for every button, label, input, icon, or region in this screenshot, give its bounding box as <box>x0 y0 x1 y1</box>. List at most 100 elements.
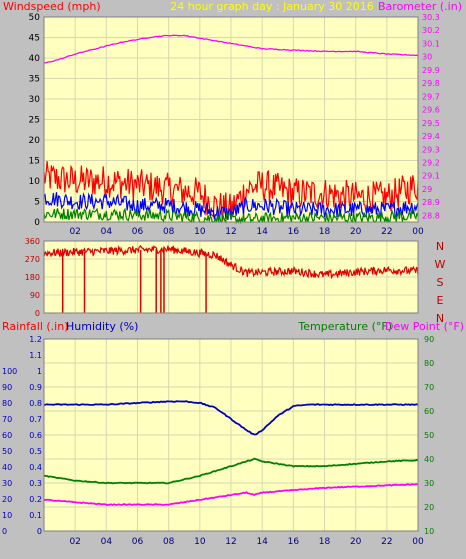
windspeed-axis-title: Windspeed (mph) <box>3 0 101 13</box>
x-tick-label: 16 <box>288 227 300 237</box>
temperature-axis-title: Temperature (°F) <box>297 320 392 333</box>
compass-label: S <box>437 276 444 289</box>
temperature-tick-label: 50 <box>424 431 434 440</box>
x-tick-label: 22 <box>381 227 392 237</box>
x-tick-label: 14 <box>256 537 268 547</box>
temperature-tick-label: 10 <box>424 527 434 536</box>
windspeed-tick-label: 40 <box>29 54 41 64</box>
x-tick-label: 22 <box>381 537 392 547</box>
barometer-axis-title: Barometer (.in) <box>378 0 462 13</box>
humidity-tick-label: 40 <box>2 463 12 472</box>
humidity-tick-label: 50 <box>2 447 12 456</box>
barometer-tick-label: 29.6 <box>422 106 440 115</box>
humidity-tick-label: 60 <box>2 431 12 440</box>
compass-label: N <box>436 312 444 325</box>
series-windspeed-avg <box>43 192 419 220</box>
direction-degree-label: 270 <box>25 255 40 264</box>
series-dew-point-f <box>43 483 418 506</box>
dewpoint-axis-title: Dew Point (°F) <box>385 320 464 333</box>
windspeed-tick-label: 0 <box>34 218 40 228</box>
wind-time-tick-labels: 02 04 06 08 10 12 14 16 18 20 22 00 <box>69 227 424 237</box>
rainfall-axis-title: Rainfall (.in) <box>2 320 69 333</box>
temp-humidity-series <box>43 400 419 506</box>
rainfall-tick-label: 0.5 <box>29 447 42 456</box>
x-tick-label: 10 <box>194 227 206 237</box>
temp-humidity-frame <box>43 338 419 532</box>
barometer-tick-label: 29.8 <box>422 79 440 88</box>
rainfall-tick-label: 0 <box>37 527 42 536</box>
rainfall-tick-label: 1.1 <box>29 351 42 360</box>
rainfall-tick-label: 0.2 <box>29 495 42 504</box>
windspeed-tick-label: 30 <box>29 95 41 105</box>
barometer-tick-label: 30.2 <box>422 26 440 35</box>
windspeed-tick-label: 20 <box>29 136 41 146</box>
compass-label: N <box>436 240 444 253</box>
rainfall-tick-label: 0.8 <box>29 399 42 408</box>
wind-direction-series <box>43 244 419 313</box>
humidity-tick-label: 10 <box>2 511 12 520</box>
humidity-tick-label: 70 <box>2 415 12 424</box>
x-tick-label: 14 <box>256 227 268 237</box>
direction-degree-label: 90 <box>30 291 40 300</box>
humidity-tick-labels: 0 10 20 30 40 50 60 70 80 90 100 <box>2 367 17 536</box>
windspeed-tick-label: 50 <box>29 13 41 23</box>
temp-humidity-panel: 0 0.1 0.2 0.3 0.4 0.5 0.6 0.7 0.8 0.9 1 1.1 1.2 0 10 2… <box>2 335 434 547</box>
x-tick-label: 18 <box>319 227 331 237</box>
barometer-tick-label: 29.2 <box>422 158 440 167</box>
rainfall-tick-label: 0.4 <box>29 463 42 472</box>
direction-degree-label: 0 <box>35 309 40 318</box>
humidity-tick-label: 100 <box>2 367 17 376</box>
graph-title: 24 hour graph day : January 30 2016 <box>170 0 374 13</box>
barometer-tick-label: 29.5 <box>422 119 440 128</box>
series-humidity <box>43 400 419 436</box>
rainfall-tick-label: 1 <box>37 367 42 376</box>
rainfall-tick-label: 0.9 <box>29 383 42 392</box>
x-tick-label: 12 <box>225 227 236 237</box>
windspeed-tick-label: 45 <box>29 34 40 44</box>
barometer-tick-label: 29.1 <box>422 172 440 181</box>
barometer-tick-label: 29.3 <box>422 145 440 154</box>
x-tick-label: 04 <box>101 537 113 547</box>
x-tick-label: 02 <box>69 537 80 547</box>
x-tick-label: 12 <box>225 537 236 547</box>
barometer-tick-label: 29.4 <box>422 132 440 141</box>
x-tick-label: 00 <box>412 537 424 547</box>
x-tick-label: 16 <box>288 537 300 547</box>
barometer-tick-label: 29.9 <box>422 66 440 75</box>
humidity-tick-label: 80 <box>2 399 12 408</box>
direction-degree-label: 360 <box>25 237 40 246</box>
humidity-axis-title: Humidity (%) <box>66 320 138 333</box>
x-tick-label: 00 <box>412 227 424 237</box>
windspeed-tick-labels: 0 5 10 15 20 25 30 35 40 45 50 <box>29 13 41 228</box>
temperature-tick-label: 80 <box>424 359 434 368</box>
x-tick-label: 20 <box>350 227 362 237</box>
barometer-tick-label: 29 <box>422 185 432 194</box>
x-tick-label: 04 <box>101 227 113 237</box>
barometer-tick-label: 30 <box>422 53 432 62</box>
temperature-tick-labels: 10 20 30 40 50 60 70 80 90 <box>424 335 434 536</box>
compass-label: W <box>435 258 446 271</box>
direction-degree-labels: 0 90 180 270 360 <box>25 237 40 318</box>
temperature-tick-label: 90 <box>424 335 434 344</box>
x-tick-label: 10 <box>194 537 206 547</box>
temperature-tick-label: 30 <box>424 479 434 488</box>
temp-time-tick-labels: 02 04 06 08 10 12 14 16 18 20 22 00 <box>69 537 424 547</box>
series-temperature-f <box>43 457 419 485</box>
temperature-tick-label: 20 <box>424 503 434 512</box>
barometer-tick-label: 30.3 <box>422 13 440 22</box>
barometer-tick-label: 28.8 <box>422 211 440 220</box>
x-tick-label: 08 <box>163 537 175 547</box>
barometer-tick-label: 30.1 <box>422 39 440 48</box>
windspeed-tick-label: 10 <box>29 177 41 187</box>
humidity-tick-label: 90 <box>2 383 12 392</box>
direction-degree-label: 180 <box>25 273 40 282</box>
temperature-tick-label: 40 <box>424 455 434 464</box>
temperature-tick-label: 70 <box>424 383 434 392</box>
rainfall-tick-labels: 0 0.1 0.2 0.3 0.4 0.5 0.6 0.7 0.8 0.9 1 1.1 1.2 <box>29 335 42 536</box>
rainfall-tick-label: 0.7 <box>29 415 42 424</box>
windspeed-tick-label: 15 <box>29 157 40 167</box>
